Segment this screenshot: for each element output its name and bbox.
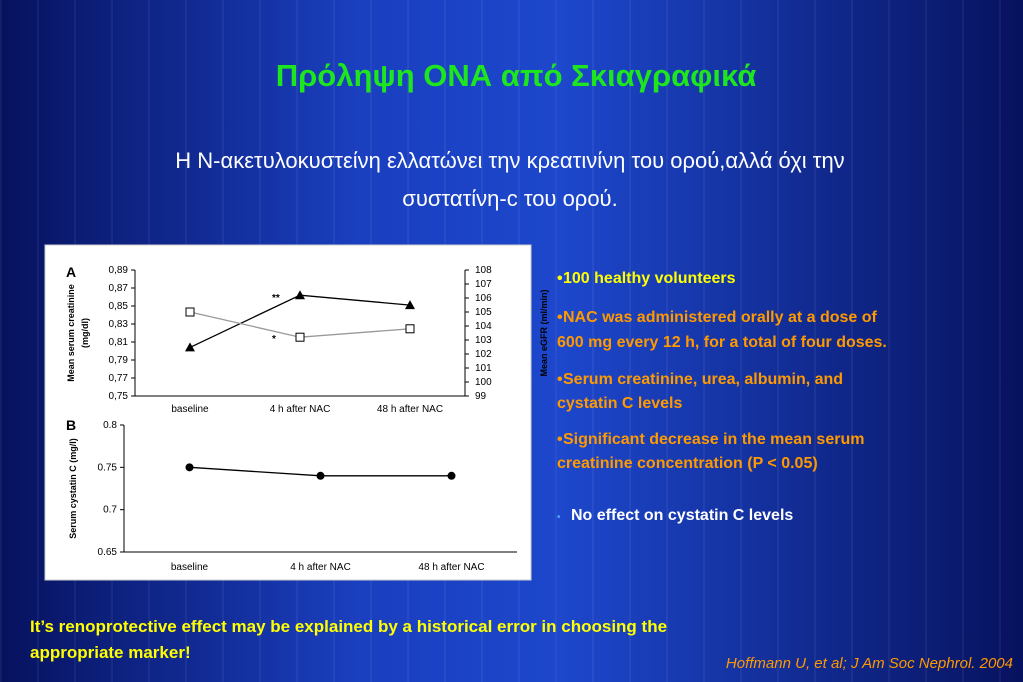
bullet-dot: • <box>557 512 561 523</box>
y-tick-label: 0,81 <box>109 337 129 348</box>
citation: Hoffmann U, et al; J Am Soc Nephrol. 200… <box>726 655 1013 672</box>
y2-tick-label: 99 <box>475 391 487 402</box>
x-tick-label: baseline <box>171 404 209 415</box>
y-tick-label: 0,83 <box>109 319 129 330</box>
x-tick-label: 4 h after NAC <box>270 404 331 415</box>
marker <box>295 332 305 342</box>
bullet-text: 100 healthy volunteers <box>563 270 736 287</box>
y2-tick-label: 103 <box>475 335 492 346</box>
y-tick-label: 0.7 <box>103 505 117 516</box>
y-tick-label: 0,87 <box>109 283 129 294</box>
marker <box>447 471 456 480</box>
x-tick-label: 48 h after NAC <box>418 562 484 573</box>
y-tick-label: 0,75 <box>109 391 129 402</box>
annotation: ** <box>272 293 280 304</box>
y2-tick-label: 107 <box>475 279 492 290</box>
bullet-text: Serum creatinine, urea, albumin, and <box>563 371 843 388</box>
y2-axis-label: Mean eGFR (ml/min) <box>539 289 549 376</box>
y2-tick-label: 105 <box>475 307 492 318</box>
bullets: • 100 healthy volunteers• NAC was administ… <box>557 270 887 524</box>
bullet-text: creatinine concentration (P < 0.05) <box>557 455 818 472</box>
y-tick-label: 0.65 <box>98 547 118 558</box>
bullet-text: cystatin C levels <box>557 395 683 412</box>
bullet-dot: • <box>557 309 563 326</box>
marker <box>405 300 415 310</box>
subtitle: συστατίνη-c του ορού. <box>402 186 617 211</box>
footer: appropriate marker! <box>30 643 191 662</box>
y-tick-label: 0,77 <box>109 373 129 384</box>
y-axis-label: (mg/dl) <box>80 318 90 348</box>
marker <box>295 290 305 300</box>
title: Πρόληψη ΟΝΑ από Σκιαγραφικά <box>276 58 757 93</box>
y-tick-label: 0,85 <box>109 301 129 312</box>
subtitle: Η Ν-ακετυλοκυστείνη ελλατώνει την κρεατι… <box>175 148 844 173</box>
bullet-text: Significant decrease in the mean serum <box>563 431 864 448</box>
y2-tick-label: 100 <box>475 377 492 388</box>
y2-tick-label: 104 <box>475 321 492 332</box>
y-tick-label: 0,79 <box>109 355 129 366</box>
y-tick-label: 0.75 <box>98 462 118 473</box>
bullet-dot: • <box>557 270 563 287</box>
marker <box>185 342 195 352</box>
bullet-text: No effect on cystatin C levels <box>571 507 793 524</box>
y2-tick-label: 101 <box>475 363 492 374</box>
bullet-dot: • <box>557 371 563 388</box>
y2-tick-label: 102 <box>475 349 492 360</box>
marker <box>316 471 325 480</box>
bullet-text: NAC was administered orally at a dose of <box>563 309 878 326</box>
y-tick-label: 0,89 <box>109 265 129 276</box>
y2-tick-label: 106 <box>475 293 492 304</box>
x-tick-label: 4 h after NAC <box>290 562 351 573</box>
x-tick-label: 48 h after NAC <box>377 404 443 415</box>
bullet-text: 600 mg every 12 h, for a total of four d… <box>557 334 887 351</box>
y-tick-label: 0.8 <box>103 420 117 431</box>
annotation: * <box>272 334 276 345</box>
marker <box>185 307 195 317</box>
footer: It’s renoprotective effect may be explai… <box>30 617 667 636</box>
x-tick-label: baseline <box>171 562 209 573</box>
panel-label: B <box>66 417 76 433</box>
y2-tick-label: 108 <box>475 265 492 276</box>
y-axis-label: Mean serum creatinine <box>66 284 76 382</box>
bullet-dot: • <box>557 431 563 448</box>
marker <box>405 324 415 334</box>
marker <box>185 463 194 472</box>
panel-label: A <box>66 264 76 280</box>
y-axis-label: Serum cystatin C (mg/l) <box>68 438 78 539</box>
